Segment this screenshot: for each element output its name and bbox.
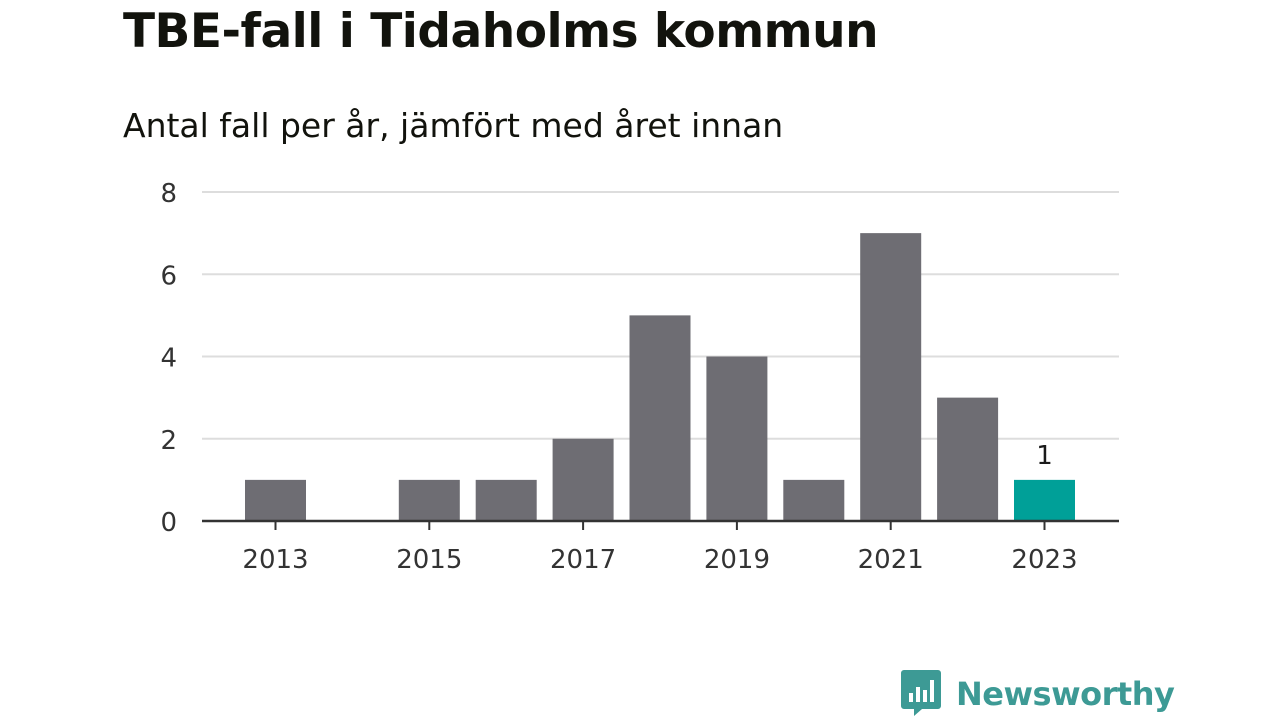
bar — [860, 233, 922, 521]
bar — [1014, 479, 1075, 521]
data-labels: 1 — [1036, 441, 1053, 471]
y-axis-ticks: 0 2 4 6 8 — [160, 179, 177, 538]
brand-name: Newsworthy — [956, 675, 1175, 713]
y-tick-label: 6 — [160, 261, 177, 291]
x-tick-label: 2015 — [396, 545, 462, 575]
x-tick-label: 2017 — [550, 545, 616, 575]
x-tick-label: 2019 — [704, 545, 770, 575]
y-tick-label: 2 — [160, 426, 177, 456]
bar — [629, 315, 691, 521]
x-tick-label: 2021 — [858, 545, 924, 575]
chart-subtitle: Antal fall per år, jämfört med året inna… — [123, 106, 784, 145]
bar — [783, 479, 845, 521]
chart-title: TBE-fall i Tidaholms kommun — [123, 4, 879, 59]
bar-chart: 0 2 4 6 8 2013 2015 2017 2019 2021 2023 1 — [160, 179, 1119, 575]
bar — [398, 479, 460, 521]
data-label: 1 — [1036, 441, 1053, 471]
y-tick-label: 0 — [160, 508, 177, 538]
bar — [706, 356, 768, 521]
brand: Newsworthy — [900, 668, 1175, 720]
y-tick-label: 4 — [160, 344, 177, 374]
bars — [245, 233, 1075, 521]
y-tick-label: 8 — [160, 179, 177, 209]
x-axis-ticks: 2013 2015 2017 2019 2021 2023 — [202, 519, 1119, 575]
bar — [475, 479, 537, 521]
x-tick-label: 2013 — [242, 545, 308, 575]
bar-chart-speech-bubble-icon — [900, 668, 942, 720]
bar — [245, 479, 306, 521]
x-tick-label: 2023 — [1011, 545, 1077, 575]
bar — [552, 438, 614, 521]
bar — [937, 397, 999, 521]
